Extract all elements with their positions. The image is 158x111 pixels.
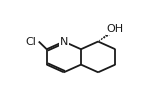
Text: OH: OH [107,24,124,34]
Text: N: N [60,37,68,47]
Text: Cl: Cl [25,37,36,47]
